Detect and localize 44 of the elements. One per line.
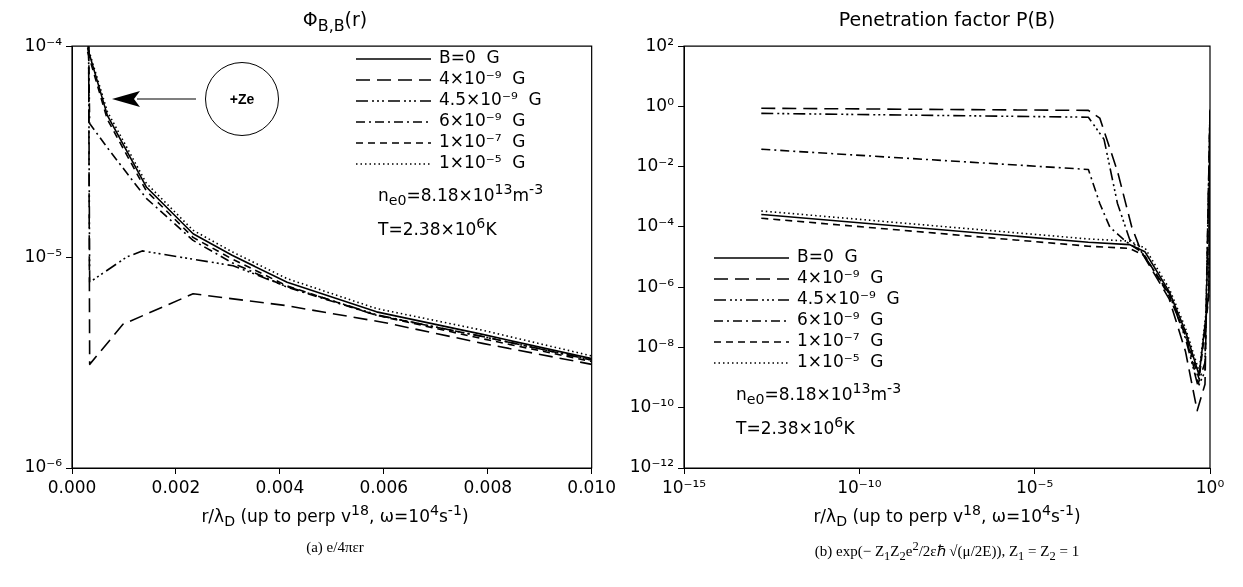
x-tick-label: 0.008: [463, 476, 513, 497]
text: (a) e/4πεr: [305, 539, 365, 557]
y-tick-label: 10⁻²: [636, 155, 674, 176]
legend-label: 4.5×10⁻⁹ G: [439, 89, 542, 110]
y-tick-label: 10⁻⁵: [24, 245, 62, 266]
annotation: +Ze: [229, 91, 255, 107]
x-tick-label: 0.000: [47, 476, 97, 497]
x-tick-label: 10⁻⁵: [1015, 476, 1054, 497]
legend-label: 4×10⁻⁹ G: [439, 68, 526, 89]
text: r/λ$_{D}$ (up to perp v$^{18}$, ω=10$^{4}$s$^{-1}$): [201, 502, 469, 530]
x-tick-label: 10⁻¹⁵: [661, 476, 707, 497]
legend-label: 1×10⁻⁷ G: [439, 131, 526, 152]
x-tick-label: 10⁰: [1195, 476, 1225, 497]
legend-label: 1×10⁻⁷ G: [797, 330, 884, 351]
y-tick-label: 10⁻⁴: [24, 34, 63, 55]
y-tick-label: 10⁻⁴: [636, 215, 675, 236]
legend-label: B=0 G: [797, 246, 858, 267]
annotation: T=2.38×10$^{6}$K: [736, 414, 855, 438]
legend-label: B=0 G: [439, 47, 500, 68]
chart-title: Φ$_{B,B}$(r): [301, 8, 369, 35]
annotation: T=2.38×10$^{6}$K: [378, 215, 497, 239]
text: r/λ$_{D}$ (up to perp v$^{18}$, ω=10$^{4}$s$^{-1}$): [813, 502, 1081, 530]
y-tick-label: 10⁻¹⁰: [629, 396, 675, 417]
chart-title: Penetration factor P(B): [837, 8, 1057, 32]
y-tick-label: 10⁻⁶: [636, 275, 675, 296]
legend-label: 1×10⁻⁵ G: [439, 152, 526, 173]
x-tick-label: 0.010: [567, 476, 616, 497]
text: (b) exp(− Z$_{1}$Z$_{2}$e$^{2}$/2εℏ √(μ/2E)), Z$_{1}$ = Z$_{2}$ = 1: [814, 539, 1080, 564]
x-tick-label: 10⁻¹⁰: [837, 476, 882, 497]
x-tick-label: 0.002: [151, 476, 201, 497]
x-tick-label: 0.004: [255, 476, 305, 497]
legend-label: 4.5×10⁻⁹ G: [797, 288, 900, 309]
legend-label: 4×10⁻⁹ G: [797, 267, 884, 288]
y-tick-label: 10⁻⁸: [636, 335, 675, 356]
annotation: n$_{e0}$=8.18×10$^{13}$m$^{-3}$: [736, 380, 902, 408]
y-tick-label: 10²: [645, 34, 674, 55]
legend-label: 6×10⁻⁹ G: [797, 309, 884, 330]
legend-label: 1×10⁻⁵ G: [797, 351, 884, 372]
y-tick-label: 10⁻¹²: [629, 456, 674, 477]
x-tick-label: 0.006: [359, 476, 409, 497]
y-tick-label: 10⁻⁶: [24, 456, 63, 477]
annotation: n$_{e0}$=8.18×10$^{13}$m$^{-3}$: [378, 181, 544, 209]
y-tick-label: 10⁰: [645, 94, 675, 115]
legend-label: 6×10⁻⁹ G: [439, 110, 526, 131]
